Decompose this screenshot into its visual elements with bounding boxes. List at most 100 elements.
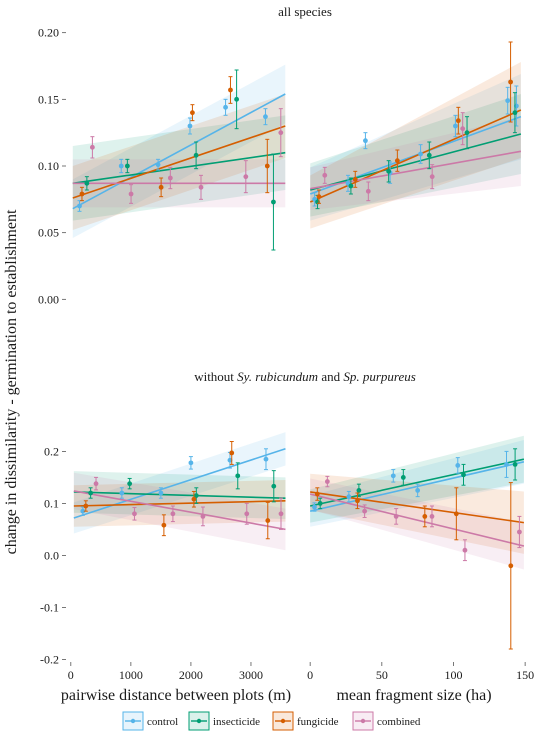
y-tick-label: 0.00 <box>38 292 59 306</box>
fit-line-fungicide <box>310 491 525 524</box>
data-point-insecticide <box>348 183 354 189</box>
y-tick-label: 0.05 <box>38 226 59 240</box>
data-point-fungicide <box>161 522 167 528</box>
data-point-combined <box>429 174 435 180</box>
data-point-fungicide <box>265 518 271 523</box>
data-point-control <box>155 162 161 168</box>
data-point-insecticide <box>426 152 432 158</box>
data-point-fungicide <box>191 496 197 502</box>
data-point-control <box>504 462 509 467</box>
legend-marker-fungicide <box>280 718 286 724</box>
data-point-combined <box>170 511 176 517</box>
data-point-insecticide <box>193 493 199 498</box>
bottom-title: without Sy. rubicundum and Sp. purpureus <box>194 369 416 384</box>
x-tick-label: 150 <box>516 668 534 682</box>
fit-line-insecticide <box>72 151 286 185</box>
legend-marker-combined <box>360 718 366 724</box>
data-point-control <box>418 151 423 157</box>
data-point-control <box>505 98 511 104</box>
legend: control insecticide fungicide combined <box>122 711 421 731</box>
data-point-insecticide <box>127 481 133 487</box>
panel-top-right <box>303 26 528 306</box>
bottom-title-part: Sy. rubicundum <box>237 369 318 384</box>
bottom-title-part: Sp. purpureus <box>343 369 415 384</box>
data-point-control <box>77 203 82 209</box>
legend-label-insecticide: insecticide <box>213 716 260 728</box>
data-point-combined <box>167 175 173 181</box>
data-point-insecticide <box>461 472 466 478</box>
fit-line-control <box>72 93 286 210</box>
data-point-insecticide <box>464 130 470 136</box>
data-point-control <box>312 504 317 510</box>
fit-line-combined <box>310 150 522 190</box>
data-point-control <box>80 508 86 514</box>
y-tick-label: 0.20 <box>38 26 59 40</box>
data-point-combined <box>244 511 250 517</box>
data-point-fungicide <box>79 191 85 197</box>
data-point-control <box>455 463 461 468</box>
panel-background <box>66 26 290 306</box>
panel-background <box>66 428 290 662</box>
data-point-insecticide <box>386 168 392 174</box>
data-point-fungicide <box>228 87 233 93</box>
legend-label-control: control <box>147 716 178 728</box>
confidence-band-combined <box>310 478 524 570</box>
panel-bottom-right: 0 50 100 150 <box>303 428 534 682</box>
data-point-combined <box>200 514 206 519</box>
y-axis-label: change in dissimilarity - germination to… <box>3 209 20 554</box>
fit-line-combined <box>309 493 525 547</box>
data-point-insecticide <box>235 473 241 479</box>
data-point-fungicide <box>352 176 358 182</box>
x-tick-label: 100 <box>444 668 462 682</box>
confidence-band-control <box>310 74 521 221</box>
data-point-insecticide <box>271 199 276 205</box>
data-point-fungicide <box>422 514 428 519</box>
data-point-control <box>187 123 193 129</box>
data-point-combined <box>393 514 399 519</box>
data-point-combined <box>89 144 95 150</box>
panel-background <box>303 26 528 306</box>
data-point-combined <box>278 511 284 517</box>
data-point-combined <box>362 508 368 514</box>
data-point-control <box>263 456 269 462</box>
confidence-band-combined <box>310 116 521 210</box>
legend-marker-control <box>130 718 136 724</box>
panel-top-left: 0.00 0.05 0.10 0.15 0.20 <box>38 26 290 306</box>
confidence-band-insecticide <box>310 435 524 523</box>
y-tick-label: 0.10 <box>38 159 59 173</box>
data-point-control <box>188 460 194 466</box>
data-point-control <box>119 490 125 496</box>
data-point-insecticide <box>88 490 94 496</box>
fit-line-combined <box>73 490 286 531</box>
data-point-insecticide <box>317 501 323 506</box>
fit-line-control <box>73 448 286 519</box>
data-point-control <box>223 104 228 110</box>
data-point-combined <box>517 529 522 535</box>
data-point-insecticide <box>124 163 130 169</box>
data-point-insecticide <box>84 180 90 186</box>
data-point-fungicide <box>508 563 514 569</box>
data-point-fungicide <box>316 194 322 200</box>
data-point-combined <box>365 188 371 194</box>
bottom-title-part: without <box>194 369 237 384</box>
data-point-control <box>227 457 233 463</box>
data-point-fungicide <box>83 503 89 509</box>
x-axis-label-left: pairwise distance between plots (m) <box>61 687 291 704</box>
y-tick-label: -0.2 <box>40 652 59 666</box>
data-point-fungicide <box>229 450 235 456</box>
x-axis-label-right: mean fragment size (ha) <box>336 687 491 704</box>
data-point-combined <box>243 174 249 180</box>
top-title: all species <box>278 4 332 19</box>
x-tick-label: 0 <box>307 668 313 682</box>
y-tick-label: -0.1 <box>40 600 59 614</box>
data-point-combined <box>93 481 99 487</box>
data-point-combined <box>198 184 204 190</box>
data-point-control <box>415 488 421 493</box>
fit-line-fungicide <box>309 109 522 203</box>
data-point-insecticide <box>234 96 240 102</box>
confidence-band-combined <box>73 472 286 551</box>
bottom-title-part: and <box>318 369 343 384</box>
data-point-insecticide <box>512 462 518 467</box>
